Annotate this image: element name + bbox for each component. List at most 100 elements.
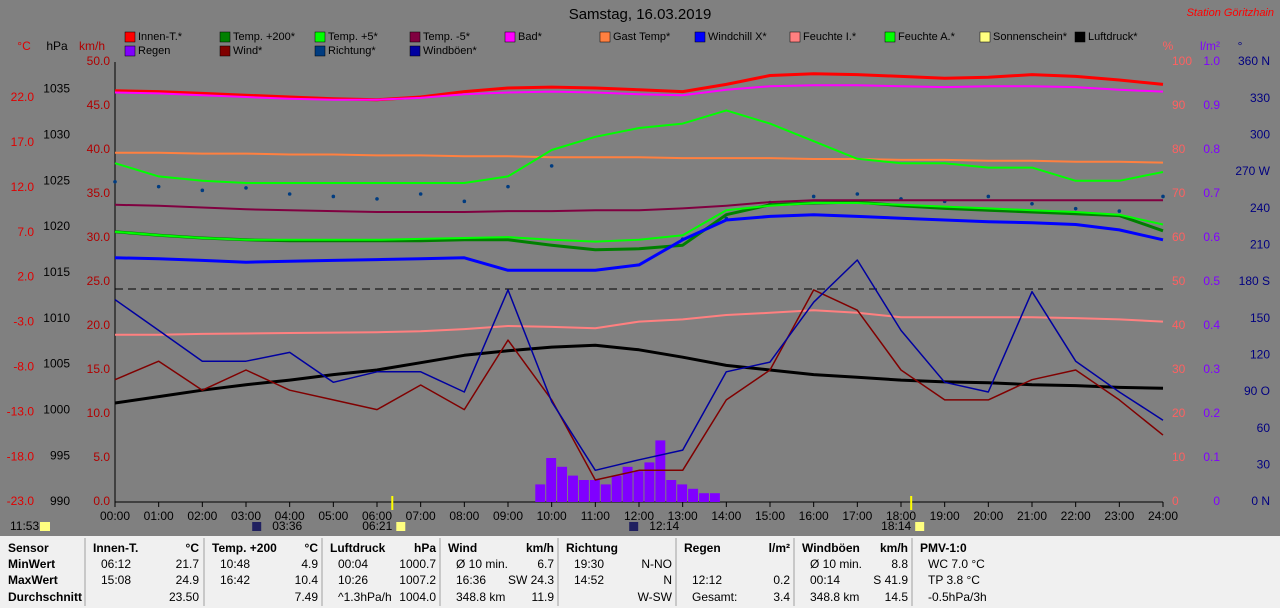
column-unit: °C (305, 541, 319, 555)
chart-title: Samstag, 16.03.2019 (569, 6, 712, 23)
cell-left: 16:42 (220, 573, 250, 587)
cell-right: N (663, 573, 672, 587)
cell-left: -0.5hPa/3h (928, 590, 987, 604)
legend-swatch (1074, 31, 1086, 43)
y-tick-label: 7.0 (17, 225, 34, 239)
legend-swatch (219, 31, 231, 43)
y-tick-label: 10 (1172, 450, 1186, 464)
rain-bar (611, 475, 622, 502)
direction-dot (331, 194, 336, 199)
cell-left: 348.8 km (810, 590, 859, 604)
y-tick-label: 17.0 (11, 135, 35, 149)
cell-left: 16:36 (456, 573, 486, 587)
cell-left: 06:12 (101, 557, 131, 571)
x-tick-label: 05:00 (318, 509, 348, 523)
direction-dot (375, 197, 379, 201)
y-tick-label: 20.0 (87, 318, 111, 332)
y-tick-label: 0.5 (1203, 274, 1220, 288)
y-tick-label: 22.0 (11, 90, 35, 104)
x-tick-label: 10:00 (537, 509, 567, 523)
axis-title: % (1163, 39, 1174, 53)
y-tick-label: -3.0 (13, 315, 34, 329)
y-tick-label: 40.0 (87, 142, 111, 156)
cell-left: 00:14 (810, 573, 840, 587)
y-tick-label: 1015 (43, 265, 70, 279)
cell-right: 1000.7 (399, 557, 436, 571)
x-tick-label: 24:00 (1148, 509, 1178, 523)
legend-label: Richtung* (328, 45, 376, 57)
rain-bar (622, 466, 633, 502)
legend-swatch (314, 45, 326, 57)
legend-label: Regen (138, 45, 170, 57)
cell-left: 10:26 (338, 573, 368, 587)
x-tick-label: 15:00 (755, 509, 785, 523)
rain-bar (633, 471, 644, 502)
y-tick-label: 330 (1250, 91, 1270, 105)
y-tick-label: -18.0 (7, 449, 35, 463)
y-tick-label: 0.4 (1203, 318, 1220, 332)
y-tick-label: 1030 (43, 128, 70, 142)
legend-label: Sonnenschein* (993, 31, 1068, 43)
cell-left: 12:12 (692, 573, 722, 587)
y-tick-label: 50.0 (87, 54, 111, 68)
y-tick-label: 270 W (1235, 164, 1270, 178)
summary-table: Sensor MinWert MaxWert Durchschnitt Innen-T.… (8, 538, 987, 606)
y-tick-label: 0 (1213, 494, 1220, 508)
direction-dot (244, 186, 248, 190)
y-tick-label: 30 (1172, 362, 1186, 376)
y-tick-label: 1020 (43, 219, 70, 233)
cell-right: 10.4 (295, 573, 319, 587)
legend-label: Temp. +200* (233, 31, 296, 43)
rain-bar (655, 440, 666, 502)
rain-bar (568, 475, 578, 502)
direction-dot (462, 199, 467, 204)
legend-swatch (124, 31, 136, 43)
y-tick-label: 45.0 (87, 98, 111, 112)
rain-bar (666, 480, 677, 502)
y-tick-label: 100 (1172, 54, 1192, 68)
legend-label: Bad* (518, 31, 543, 43)
y-tick-label: 210 (1250, 238, 1270, 252)
legend-label: Innen-T.* (138, 31, 183, 43)
column-title: Wind (448, 541, 477, 555)
legend-label: Wind* (233, 45, 263, 57)
y-tick-label: 0.1 (1203, 450, 1220, 464)
y-tick-label: 60 (1172, 230, 1186, 244)
direction-dot (1117, 209, 1122, 213)
x-tick-label: 06:00 (362, 509, 392, 523)
cell-left: WC 7.0 °C (928, 557, 985, 571)
legend-label: Temp. +5* (328, 31, 379, 43)
rain-bar (677, 484, 688, 502)
y-tick-label: 0.6 (1203, 230, 1220, 244)
legend-swatch (124, 45, 136, 57)
rain-bar (688, 488, 699, 502)
legend-swatch (314, 31, 326, 43)
y-tick-label: 0.9 (1203, 98, 1220, 112)
x-tick-label: 18:00 (886, 509, 916, 523)
astro-time: 12:14 (649, 519, 679, 533)
column-unit: hPa (414, 541, 436, 555)
series-line (114, 109, 1164, 184)
direction-dot (855, 192, 860, 196)
rain-bar (600, 484, 611, 502)
y-tick-label: 30 (1257, 458, 1271, 472)
cell-left: TP 3.8 °C (928, 573, 980, 587)
astro-icon (629, 522, 639, 531)
sun-icon (40, 522, 50, 531)
y-tick-label: -8.0 (13, 359, 34, 373)
rain-bar (557, 466, 568, 502)
rain-bar (644, 462, 655, 502)
y-tick-label: 20 (1172, 406, 1186, 420)
column-title: Innen-T. (93, 541, 138, 555)
y-tick-label: 1035 (43, 82, 70, 96)
legend-label: Gast Temp* (613, 31, 671, 43)
x-tick-label: 16:00 (799, 509, 829, 523)
cell-left: 19:30 (574, 557, 604, 571)
cell-left: 10:48 (220, 557, 250, 571)
cell-right: 6.7 (537, 557, 554, 571)
y-tick-label: 180 S (1239, 274, 1270, 288)
cell-left: MinWert (8, 557, 55, 571)
column-unit: km/h (880, 541, 908, 555)
y-tick-label: 1000 (43, 403, 70, 417)
